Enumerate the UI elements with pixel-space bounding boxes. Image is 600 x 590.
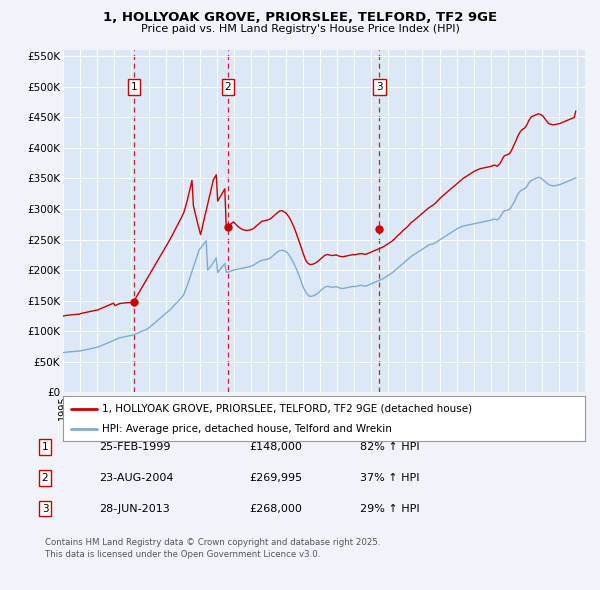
Text: 2: 2	[41, 473, 49, 483]
Text: 3: 3	[376, 82, 383, 92]
Text: 1, HOLLYOAK GROVE, PRIORSLEE, TELFORD, TF2 9GE (detached house): 1, HOLLYOAK GROVE, PRIORSLEE, TELFORD, T…	[102, 404, 472, 414]
Text: £269,995: £269,995	[249, 473, 302, 483]
Text: £148,000: £148,000	[249, 442, 302, 452]
Text: 1: 1	[41, 442, 49, 452]
Text: Price paid vs. HM Land Registry's House Price Index (HPI): Price paid vs. HM Land Registry's House …	[140, 24, 460, 34]
Text: 1, HOLLYOAK GROVE, PRIORSLEE, TELFORD, TF2 9GE: 1, HOLLYOAK GROVE, PRIORSLEE, TELFORD, T…	[103, 11, 497, 24]
Text: 37% ↑ HPI: 37% ↑ HPI	[360, 473, 419, 483]
Text: 82% ↑ HPI: 82% ↑ HPI	[360, 442, 419, 452]
Text: 23-AUG-2004: 23-AUG-2004	[99, 473, 173, 483]
Text: 1: 1	[131, 82, 137, 92]
Text: 25-FEB-1999: 25-FEB-1999	[99, 442, 170, 452]
Text: 29% ↑ HPI: 29% ↑ HPI	[360, 504, 419, 513]
Text: £268,000: £268,000	[249, 504, 302, 513]
Text: 28-JUN-2013: 28-JUN-2013	[99, 504, 170, 513]
Text: 2: 2	[225, 82, 232, 92]
Text: HPI: Average price, detached house, Telford and Wrekin: HPI: Average price, detached house, Telf…	[102, 424, 392, 434]
Text: Contains HM Land Registry data © Crown copyright and database right 2025.
This d: Contains HM Land Registry data © Crown c…	[45, 538, 380, 559]
Text: 3: 3	[41, 504, 49, 513]
